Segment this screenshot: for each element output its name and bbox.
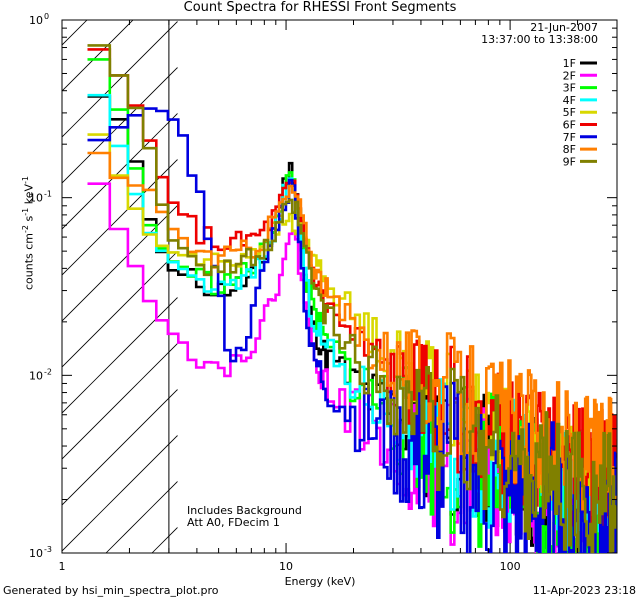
legend-label-5F: 5F bbox=[563, 106, 576, 119]
hatch-line bbox=[62, 204, 178, 322]
hatch-line bbox=[62, 66, 178, 184]
hatch-line bbox=[62, 434, 178, 552]
hatch-line bbox=[62, 158, 178, 276]
hatch-line bbox=[62, 20, 178, 138]
hatch-line bbox=[0, 0, 22, 553]
legend-label-9F: 9F bbox=[563, 155, 576, 168]
y-label-exp: -1 bbox=[21, 176, 30, 184]
legend-label-3F: 3F bbox=[563, 82, 576, 95]
hatch-line bbox=[62, 342, 178, 460]
y-tick-label: 10 bbox=[29, 192, 43, 205]
y-label-text: keV bbox=[22, 183, 36, 208]
y-label-exp: -1 bbox=[21, 207, 30, 216]
legend-label-2F: 2F bbox=[563, 69, 576, 82]
legend-label-8F: 8F bbox=[563, 143, 576, 156]
series-9F-line bbox=[87, 44, 617, 553]
hatch-line bbox=[62, 250, 178, 368]
chart-title: Count Spectra for RHESSI Front Segments bbox=[183, 0, 457, 15]
x-tick-label: 100 bbox=[500, 560, 521, 573]
legend-label-6F: 6F bbox=[563, 119, 576, 132]
y-axis-label: counts cm-2 s-1 keV-1 bbox=[20, 176, 36, 290]
observation-time-range: 13:37:00 to 13:38:00 bbox=[481, 33, 598, 46]
legend-label-4F: 4F bbox=[563, 94, 576, 107]
x-tick-label: 1 bbox=[59, 560, 66, 573]
hatch-line bbox=[62, 20, 134, 92]
y-tick-label: 10 bbox=[29, 547, 43, 560]
plot-frame bbox=[61, 19, 618, 554]
annotation-attenuator: Att A0, FDecim 1 bbox=[187, 516, 280, 529]
y-tick-label: 10 bbox=[29, 14, 43, 27]
legend-label-7F: 7F bbox=[563, 131, 576, 144]
series-group bbox=[87, 44, 617, 553]
y-tick-exponent: -2 bbox=[44, 367, 52, 376]
y-label-text: s bbox=[22, 215, 36, 225]
y-label-text: counts cm bbox=[22, 232, 36, 290]
footer-timestamp: 11-Apr-2023 23:18 bbox=[532, 584, 636, 597]
observation-date: 21-Jun-2007 bbox=[530, 21, 598, 34]
annotation-background: Includes Background bbox=[187, 504, 302, 517]
hatch-line bbox=[62, 388, 178, 506]
y-tick-exponent: -1 bbox=[44, 190, 52, 199]
y-tick-exponent: 0 bbox=[44, 12, 49, 21]
y-tick-exponent: -3 bbox=[44, 545, 52, 554]
y-tick-label: 10 bbox=[29, 369, 43, 382]
x-tick-label: 10 bbox=[279, 560, 293, 573]
y-label-exp: -2 bbox=[21, 224, 30, 233]
x-axis-label: Energy (keV) bbox=[284, 575, 356, 588]
legend-label-1F: 1F bbox=[563, 57, 576, 70]
footer-generated-by: Generated by hsi_min_spectra_plot.pro bbox=[3, 584, 219, 597]
threshold-hatch-region bbox=[0, 0, 178, 553]
